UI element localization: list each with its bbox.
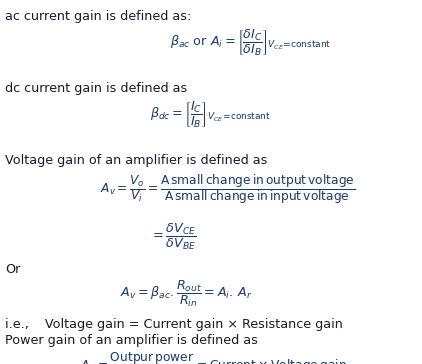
Text: $A_p = \dfrac{\mathrm{Outpur\,power}}{\mathrm{Input\,power}} = \mathrm{Current} : $A_p = \dfrac{\mathrm{Outpur\,power}}{\m… <box>80 350 347 364</box>
Text: i.e.,    Voltage gain = Current gain × Resistance gain: i.e., Voltage gain = Current gain × Resi… <box>5 318 343 331</box>
Text: $A_v = \beta_{ac}.\dfrac{R_{out}}{R_{in}} = A_i.\, A_r$: $A_v = \beta_{ac}.\dfrac{R_{out}}{R_{in}… <box>120 279 252 309</box>
Text: $= \dfrac{\delta V_{CE}}{\delta V_{BE}}$: $= \dfrac{\delta V_{CE}}{\delta V_{BE}}$ <box>150 222 196 252</box>
Text: ac current gain is defined as:: ac current gain is defined as: <box>5 10 191 23</box>
Text: Power gain of an amplifier is defined as: Power gain of an amplifier is defined as <box>5 334 258 347</box>
Text: Or: Or <box>5 263 20 276</box>
Text: $\beta_{ac}$ or $A_i = \left[\dfrac{\delta I_C}{\delta I_B}\right]_{V_{CE}\!=\!\: $\beta_{ac}$ or $A_i = \left[\dfrac{\del… <box>170 28 331 58</box>
Text: $A_v = \dfrac{V_o}{V_i} = \dfrac{\mathrm{A\,small\,change\,in\,output\,voltage}}: $A_v = \dfrac{V_o}{V_i} = \dfrac{\mathrm… <box>100 172 355 206</box>
Text: $\beta_{dc} = \left[\dfrac{I_C}{I_B}\right]_{V_{CE}\!=\!\mathrm{constant}}$: $\beta_{dc} = \left[\dfrac{I_C}{I_B}\rig… <box>150 100 271 130</box>
Text: dc current gain is defined as: dc current gain is defined as <box>5 82 187 95</box>
Text: Voltage gain of an amplifier is defined as: Voltage gain of an amplifier is defined … <box>5 154 268 167</box>
